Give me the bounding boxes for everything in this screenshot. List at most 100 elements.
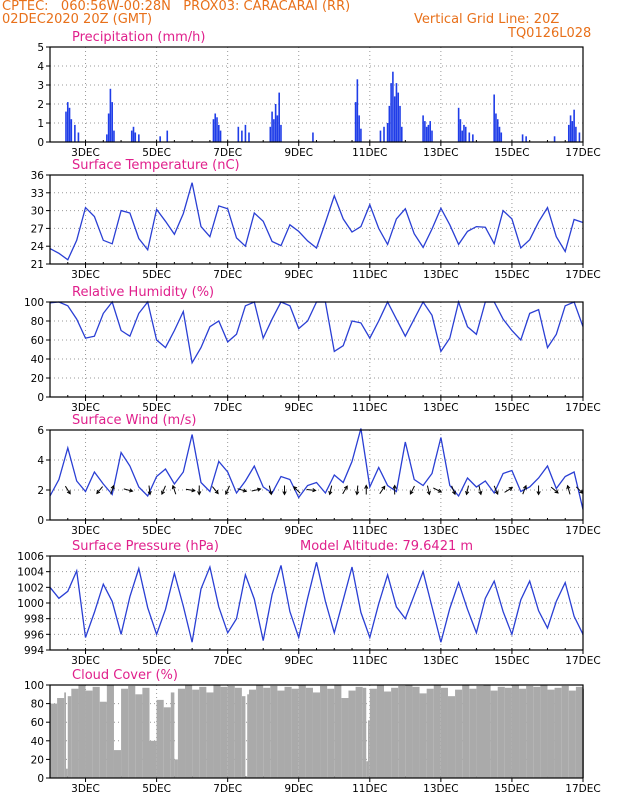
y-tick-label: 40 bbox=[31, 354, 44, 366]
precip-bar bbox=[521, 134, 524, 142]
precip-bar bbox=[138, 134, 140, 142]
y-tick-label: 3 bbox=[37, 80, 44, 92]
panel-2 bbox=[46, 299, 584, 401]
wind-arrow bbox=[356, 485, 359, 495]
x-tick-label: 11DEC bbox=[352, 269, 387, 281]
cloud-bar bbox=[511, 685, 520, 778]
precip-bar bbox=[567, 124, 570, 142]
cloud-bar bbox=[305, 687, 313, 778]
x-tick-label: 3DEC bbox=[71, 402, 100, 414]
wind-arrow-head bbox=[409, 490, 414, 495]
precip-bar bbox=[578, 132, 581, 142]
cloud-bar bbox=[142, 687, 150, 778]
precip-bar bbox=[217, 124, 220, 142]
precip-bar bbox=[390, 83, 392, 142]
cloud-bar bbox=[476, 685, 484, 778]
precip-bar bbox=[429, 121, 432, 142]
wind-arrow bbox=[466, 485, 469, 495]
panel-title: Surface Pressure (hPa) bbox=[72, 539, 219, 554]
wind-arrow-head bbox=[508, 487, 514, 491]
x-tick-label: 15DEC bbox=[494, 655, 529, 667]
x-tick-label: 13DEC bbox=[423, 402, 458, 414]
panel-title: Relative Humidity (%) bbox=[72, 285, 214, 300]
panel-3 bbox=[46, 428, 584, 524]
precip-bar bbox=[74, 124, 76, 142]
panel-title: Cloud Cover (%) bbox=[72, 668, 178, 683]
cloud-bar bbox=[405, 685, 413, 778]
wind-arrow bbox=[251, 488, 261, 492]
y-tick-label: 27 bbox=[31, 223, 44, 235]
wind-arrow bbox=[550, 486, 559, 494]
precip-bar bbox=[271, 111, 273, 142]
cloud-bar bbox=[384, 691, 392, 778]
x-tick-label: 5DEC bbox=[142, 525, 171, 537]
cloud-bar bbox=[57, 698, 65, 778]
precip-bar bbox=[159, 136, 161, 142]
precip-bar bbox=[77, 132, 80, 142]
x-tick-label: 13DEC bbox=[423, 655, 458, 667]
x-tick-label: 5DEC bbox=[142, 655, 171, 667]
panel-title: Surface Wind (m/s) bbox=[72, 413, 196, 428]
x-tick-label: 5DEC bbox=[142, 147, 171, 159]
wind-arrow bbox=[379, 485, 386, 495]
wind-arrow-head bbox=[242, 488, 248, 493]
cloud-bar bbox=[312, 692, 321, 778]
wind-arrow bbox=[409, 485, 415, 495]
precip-bar bbox=[107, 113, 110, 142]
x-tick-label: 9DEC bbox=[284, 525, 313, 537]
y-tick-label: 40 bbox=[31, 736, 44, 748]
header-model-id: TQ0126L028 bbox=[508, 26, 592, 41]
precip-bar bbox=[472, 134, 474, 142]
precip-bar bbox=[422, 115, 424, 142]
precip-bar bbox=[111, 102, 113, 142]
wind-arrow-head bbox=[147, 491, 152, 496]
precip-bar bbox=[575, 126, 577, 142]
precip-bar bbox=[388, 105, 391, 142]
x-tick-label: 11DEC bbox=[352, 783, 387, 795]
precip-bar bbox=[237, 126, 240, 142]
cloud-bar bbox=[149, 740, 157, 778]
y-tick-label: 30 bbox=[31, 206, 44, 218]
y-tick-label: 24 bbox=[31, 241, 45, 253]
cloud-bar bbox=[220, 686, 228, 778]
x-tick-label: 13DEC bbox=[423, 783, 458, 795]
cloud-bar bbox=[376, 685, 385, 778]
y-tick-label: 0 bbox=[37, 392, 44, 404]
precip-bar bbox=[571, 121, 574, 142]
cloud-bar bbox=[362, 687, 367, 778]
y-tick-label: 21 bbox=[31, 259, 44, 271]
wind-arrow-head bbox=[465, 490, 470, 496]
y-tick-label: 6 bbox=[37, 425, 44, 437]
cloud-bar bbox=[163, 707, 171, 778]
cloud-bar bbox=[156, 699, 164, 778]
x-tick-label: 5DEC bbox=[142, 269, 171, 281]
panel-frame bbox=[49, 174, 584, 265]
precip-bar bbox=[383, 126, 385, 142]
y-tick-label: 1 bbox=[37, 118, 44, 130]
precip-bar bbox=[424, 121, 426, 142]
precip-bar bbox=[525, 136, 527, 142]
precip-bar bbox=[379, 130, 382, 142]
wind-arrow-head bbox=[256, 487, 262, 492]
y-tick-label: 80 bbox=[31, 699, 44, 711]
x-tick-label: 11DEC bbox=[352, 147, 387, 159]
cloud-bar bbox=[241, 696, 246, 778]
cloud-bar bbox=[575, 686, 583, 778]
cloud-bar bbox=[99, 701, 107, 778]
cloud-bar bbox=[185, 685, 193, 778]
y-tick-label: 2 bbox=[37, 99, 44, 111]
precip-bar bbox=[354, 102, 357, 142]
precip-bar bbox=[244, 124, 247, 142]
x-tick-label: 11DEC bbox=[352, 402, 387, 414]
panel-4 bbox=[46, 555, 584, 654]
wind-arrow bbox=[342, 485, 348, 495]
precip-bar bbox=[493, 94, 495, 142]
x-tick-label: 9DEC bbox=[284, 269, 313, 281]
x-tick-label: 13DEC bbox=[423, 525, 458, 537]
wind-arrow-head bbox=[312, 488, 317, 493]
y-tick-label: 20 bbox=[31, 373, 44, 385]
precip-bar bbox=[386, 123, 389, 142]
x-tick-label: 17DEC bbox=[565, 269, 600, 281]
wind-arrow-head bbox=[437, 488, 443, 493]
precip-bar bbox=[219, 130, 222, 142]
